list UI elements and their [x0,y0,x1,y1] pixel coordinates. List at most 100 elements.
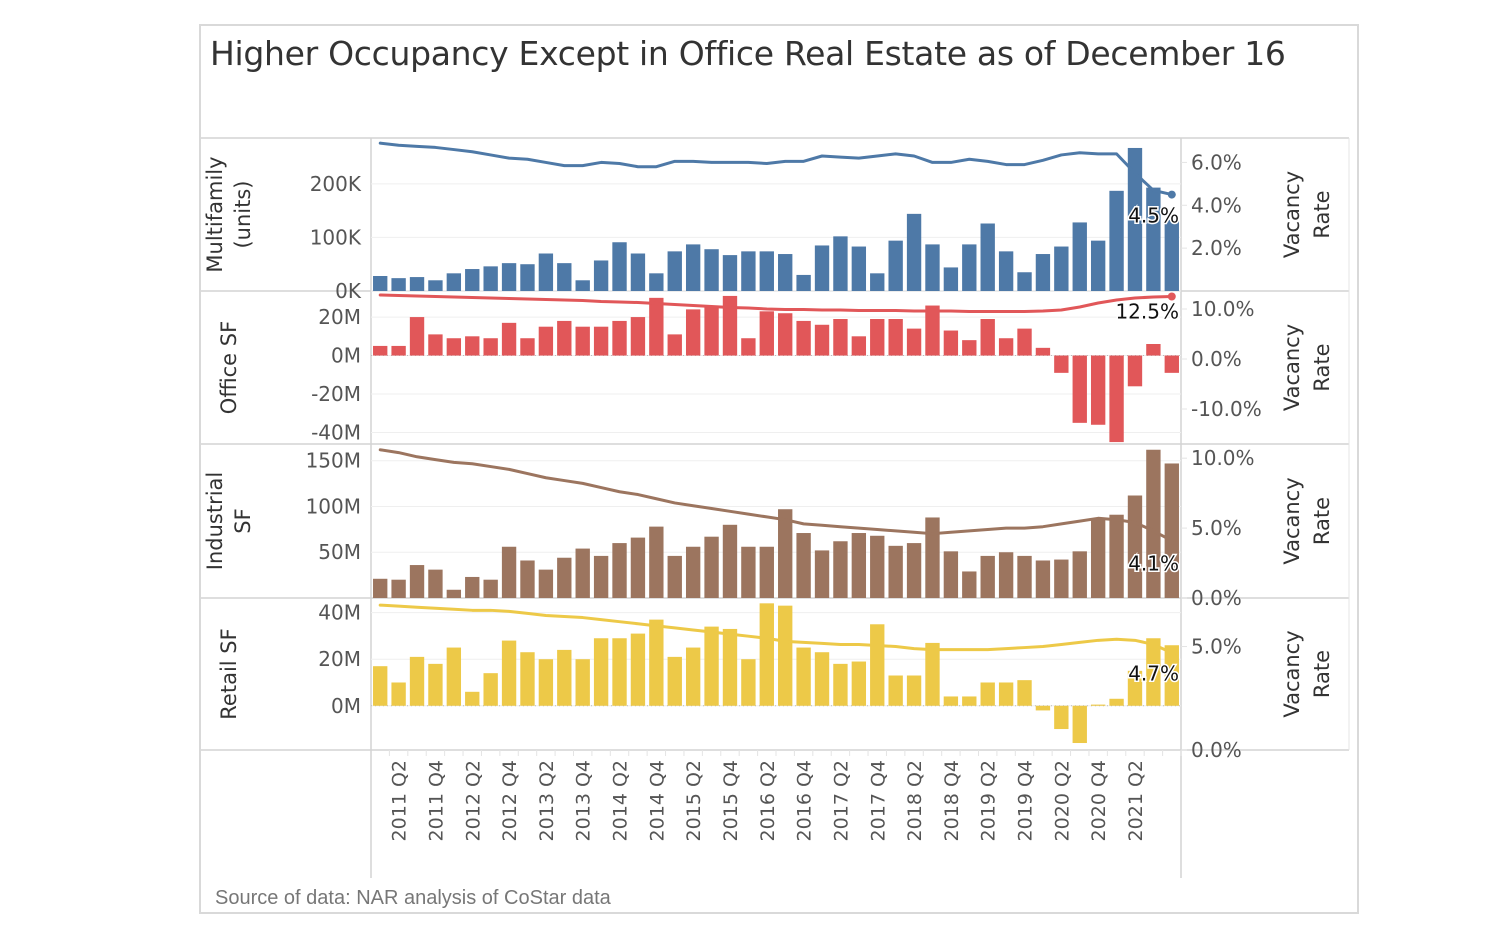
right-axis-title: Vacancy [1280,630,1304,717]
bar [501,263,517,291]
bar [833,541,848,598]
bar [759,546,774,598]
bar [409,565,425,598]
bar [980,223,995,291]
bar [943,696,959,706]
bar [649,273,664,291]
bar [851,533,867,598]
y-axis-title: (units) [231,180,255,248]
bar [612,242,627,291]
x-tick-label: 2016 Q4 [794,760,816,841]
right-tick-label: 2.0% [1191,236,1242,260]
bar [1054,559,1069,598]
bar [501,640,517,706]
vacancy-end-point [1167,536,1176,545]
bar [796,533,811,598]
bar [1090,240,1106,291]
bar [704,305,719,356]
bar [759,311,774,356]
bar [741,338,756,356]
bar [501,546,517,598]
bar [575,326,590,356]
bar [557,649,572,706]
bar [998,251,1014,291]
bar [741,546,756,598]
panel-multifamily: 0K 100K 200K Multifamily (units) 2.0% 4.0% 6.0%… [203,141,1334,303]
bar [575,548,590,598]
bar [998,338,1014,356]
bar [520,652,535,706]
y-tick-label: -20M [311,382,361,406]
x-tick-label: 2017 Q4 [867,760,889,841]
right-tick-label: 6.0% [1191,150,1242,174]
y-axis-title: Multifamily [203,156,227,272]
bar [1054,705,1069,730]
y-axis-title: SF [231,508,255,533]
bar [538,326,554,356]
bar [1164,463,1179,598]
bar [962,244,977,291]
bar [943,551,959,598]
vacancy-end-point [1167,190,1176,199]
x-tick-label: 2014 Q2 [610,760,632,841]
bar [814,652,830,706]
x-tick-label: 2017 Q2 [830,760,852,841]
y-axis-title: Industrial [203,472,227,571]
bar [814,324,830,356]
bar [501,322,517,356]
bar [704,249,719,291]
bar [1017,555,1032,598]
bar [685,546,701,598]
x-tick-label: 2018 Q4 [941,760,963,841]
y-tick-label: 50M [318,540,361,564]
bar [1146,344,1161,356]
bar [833,236,848,291]
bar [722,524,738,598]
bar [888,545,903,598]
bar [391,682,406,706]
bar [667,555,682,598]
bar [906,543,922,598]
bar [428,663,443,706]
bar [667,251,682,291]
bar [1164,645,1179,706]
vacancy-end-point [1167,292,1176,301]
vacancy-end-label: 4.7% [1128,662,1179,686]
bar [373,345,388,356]
x-tick-label: 2020 Q2 [1051,760,1073,841]
x-tick-label: 2020 Q4 [1088,760,1110,841]
bar [980,319,995,356]
bar [980,555,995,598]
bar [1109,514,1124,598]
bar [630,317,646,356]
bar [722,295,738,356]
bar [1127,147,1143,291]
bar [428,569,443,598]
bar [557,320,572,356]
bar [391,345,406,356]
bar [722,628,738,706]
bar [778,254,793,291]
bar [520,560,535,598]
bar [851,246,867,291]
bar [1072,551,1087,598]
right-tick-label: 5.0% [1191,516,1242,540]
x-tick-label: 2016 Q2 [757,760,779,841]
bar [1035,347,1051,356]
bar [1017,680,1032,706]
bar [1017,272,1032,291]
y-tick-label: -40M [311,420,361,444]
bar [704,626,719,706]
bar [649,526,664,598]
bar [409,656,425,706]
bar [962,696,977,706]
bar [483,673,498,706]
bar [538,569,554,598]
bar [630,633,646,706]
y-tick-label: 0M [331,344,361,368]
bar [391,278,406,291]
bar [925,642,940,706]
right-axis-title: Vacancy [1280,171,1304,258]
bar [1072,705,1087,744]
